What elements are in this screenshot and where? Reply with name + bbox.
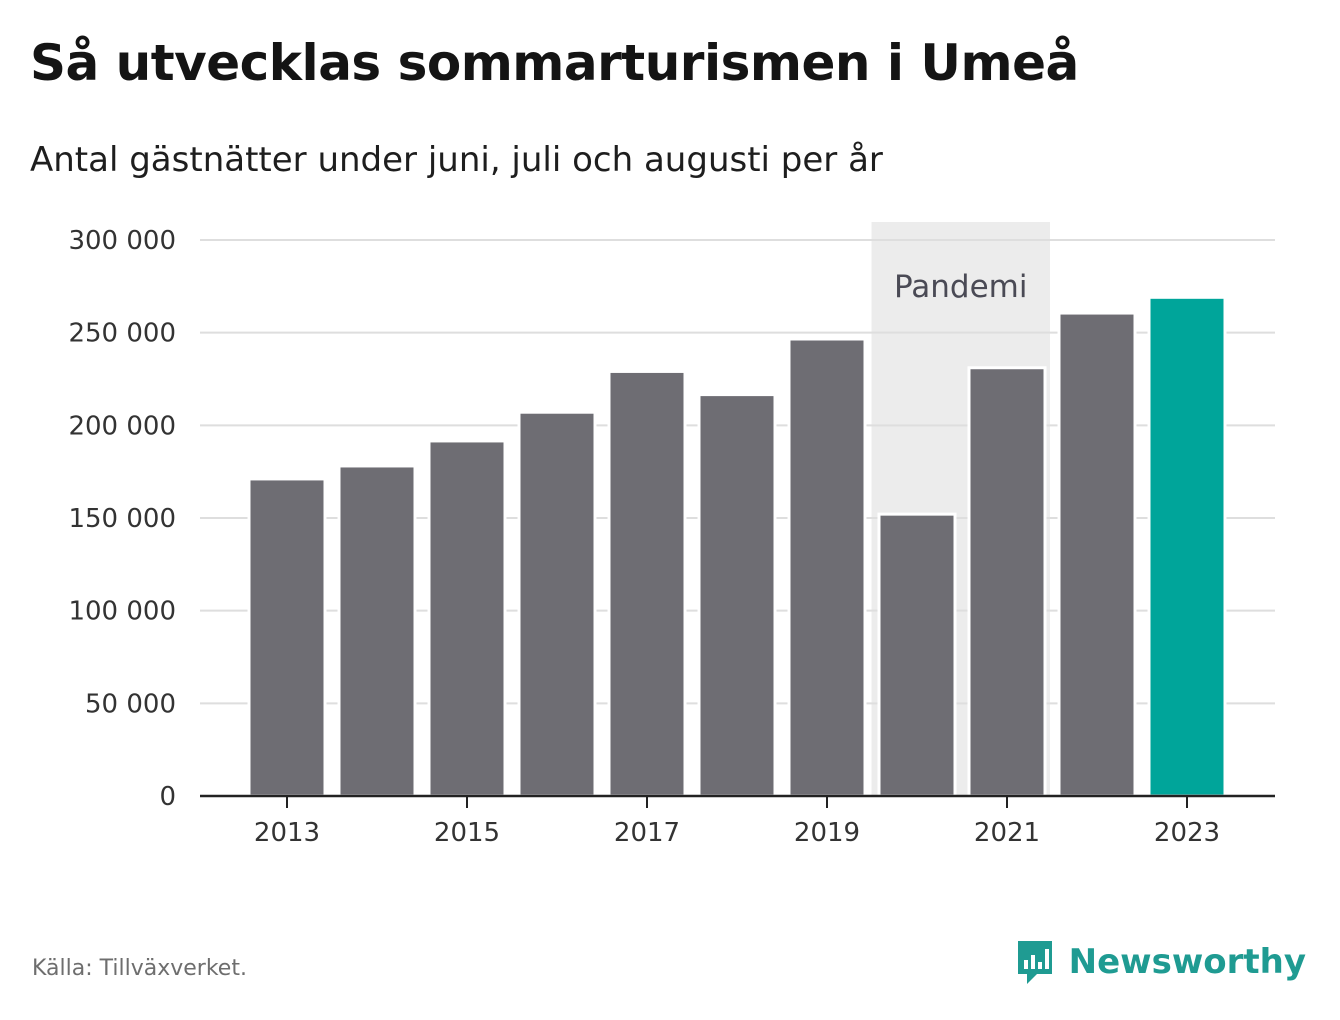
bar-2018: [697, 393, 777, 798]
bar-2020: [877, 512, 957, 798]
y-tick-label: 200 000: [68, 411, 176, 441]
newsworthy-logo: Newsworthy: [1015, 938, 1306, 986]
y-tick-label: 0: [159, 782, 176, 812]
bar-2017: [607, 369, 687, 798]
bar-2013: [247, 477, 327, 798]
bar-2015: [427, 439, 507, 798]
bar-2016: [517, 410, 597, 798]
chart-title: Så utvecklas sommarturismen i Umeå: [30, 34, 1079, 92]
bar-2023: [1147, 295, 1227, 798]
bar-2022: [1057, 311, 1137, 798]
bar-2014: [337, 464, 417, 798]
x-tick-label: 2017: [614, 818, 680, 848]
bar-2021: [967, 366, 1047, 798]
brand-name: Newsworthy: [1068, 942, 1306, 982]
bar-chart: 0 50 000 100 000 150 000 200 000 250 000 300 0…: [68, 222, 1275, 848]
y-tick-label: 250 000: [68, 319, 176, 349]
y-tick-label: 300 000: [68, 226, 176, 256]
x-tick-label: 2019: [794, 818, 860, 848]
y-tick-label: 150 000: [68, 504, 176, 534]
x-tick-label: 2023: [1154, 818, 1220, 848]
newsworthy-logo-icon: [1017, 941, 1052, 984]
x-tick-label: 2013: [254, 818, 320, 848]
x-tick-label: 2021: [974, 818, 1040, 848]
pandemic-label: Pandemi: [894, 269, 1028, 305]
x-tick-label: 2015: [434, 818, 500, 848]
source-note: Källa: Tillväxverket.: [32, 956, 247, 981]
y-tick-label: 100 000: [68, 597, 176, 627]
bar-2019: [787, 337, 867, 798]
y-tick-label: 50 000: [85, 689, 176, 719]
chart-subtitle: Antal gästnätter under juni, juli och au…: [30, 140, 883, 180]
